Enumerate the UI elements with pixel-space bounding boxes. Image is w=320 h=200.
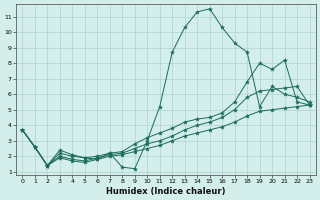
X-axis label: Humidex (Indice chaleur): Humidex (Indice chaleur) bbox=[106, 187, 226, 196]
